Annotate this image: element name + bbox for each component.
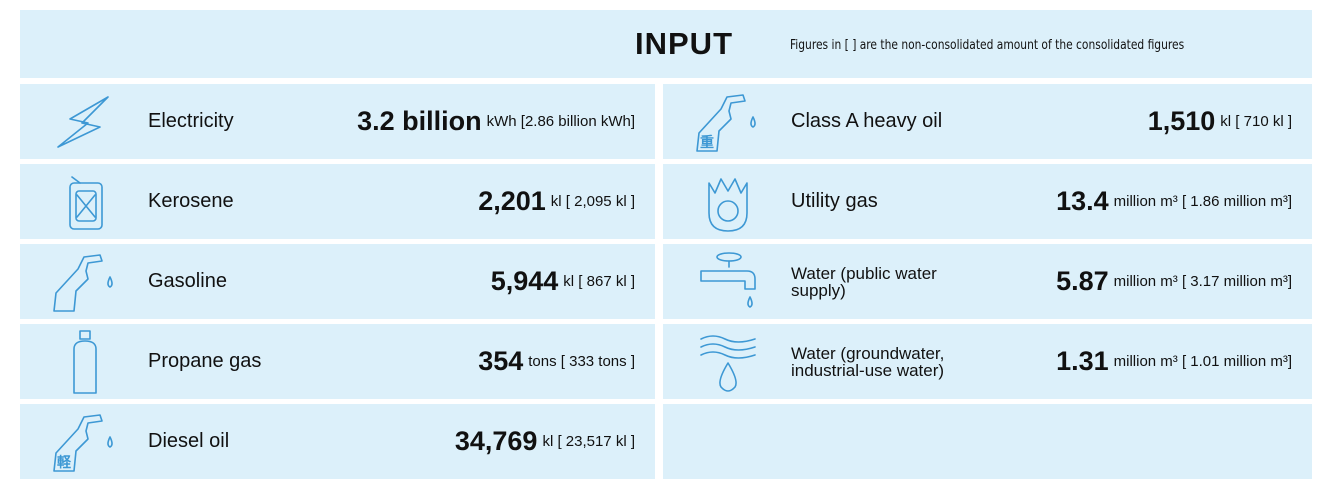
label: Propane gas [148,350,262,372]
value: 34,769 kl [ 23,517 kl ] [455,404,635,479]
amount: 1,510 [1147,106,1216,136]
item: Gasoline 5,944 kl [ 867 kl ] [20,244,655,319]
value: 354 tons [ 333 tons ] [478,324,635,399]
value: 5,944 kl [ 867 kl ] [491,244,635,319]
empty-cell [663,404,1312,479]
title: INPUT [635,26,733,61]
amount: 13.4 [1056,186,1109,216]
label: Water (groundwater, industrial-use water… [791,343,945,380]
item: 重 Class A heavy oil 1,510 kl [ 710 kl ] [663,84,1312,159]
label: Class A heavy oil [791,110,943,132]
value: 5.87 million m³ [ 3.17 million m³] [1056,244,1292,319]
icon-diesel: 軽 [53,414,113,472]
amount: 3.2 billion [357,106,482,136]
item: Kerosene 2,201 kl [ 2,095 kl ] [20,164,655,239]
unit: kWh [2.86 billion kWh] [486,113,635,130]
icon-groundwater [700,335,756,392]
amount: 2,201 [478,186,546,216]
label: Electricity [148,110,234,132]
unit: kl [ 710 kl ] [1220,113,1292,130]
label: Utility gas [791,190,878,212]
unit: million m³ [ 3.17 million m³] [1113,273,1292,290]
item: Water (public water supply) 5.87 million … [663,244,1312,319]
amount: 34,769 [454,426,538,456]
icon-heavy-oil: 重 [696,94,756,152]
amount: 354 [478,346,524,376]
icon-mark: 重 [700,134,714,150]
label: Gasoline [148,270,227,292]
unit: kl [ 867 kl ] [563,273,635,290]
icon-tap [700,252,756,308]
icon-utility-gas [708,178,748,232]
unit: million m³ [ 1.01 million m³] [1113,353,1292,370]
item: Propane gas 354 tons [ 333 tons ] [20,324,655,399]
icon-mark: 軽 [57,454,72,470]
unit: million m³ [ 1.86 million m³] [1113,193,1292,210]
item: Electricity 3.2 billion kWh [2.86 billion… [20,84,655,159]
value: 1.31 million m³ [ 1.01 million m³] [1056,324,1292,399]
item: Water (groundwater, industrial-use water… [663,324,1312,399]
item: 軽 Diesel oil 34,769 kl [ 23,517 kl ] [20,404,655,479]
value: 1,510 kl [ 710 kl ] [1148,84,1292,159]
amount: 5.87 [1056,266,1109,296]
icon-gasoline [53,254,113,312]
unit: kl [ 2,095 kl ] [550,193,635,210]
header: INPUT Figures in [ ] are the non-consoli… [20,10,1312,78]
value: 3.2 billion kWh [2.86 billion kWh] [357,84,635,159]
note: Figures in [ ] are the non-consolidated … [790,37,1185,53]
icon-kerosene [69,176,103,230]
label: Diesel oil [148,430,230,452]
label: Water (public water supply) [791,263,937,300]
item: Utility gas 13.4 million m³ [ 1.86 millio… [663,164,1312,239]
icon-propane [73,330,97,394]
value: 2,201 kl [ 2,095 kl ] [478,164,635,239]
unit: tons [ 333 tons ] [528,353,635,370]
unit: kl [ 23,517 kl ] [542,433,635,450]
amount: 1.31 [1056,346,1109,376]
icon-electricity [57,96,109,148]
amount: 5,944 [490,266,559,296]
label: Kerosene [148,190,234,212]
value: 13.4 million m³ [ 1.86 million m³] [1056,164,1292,239]
